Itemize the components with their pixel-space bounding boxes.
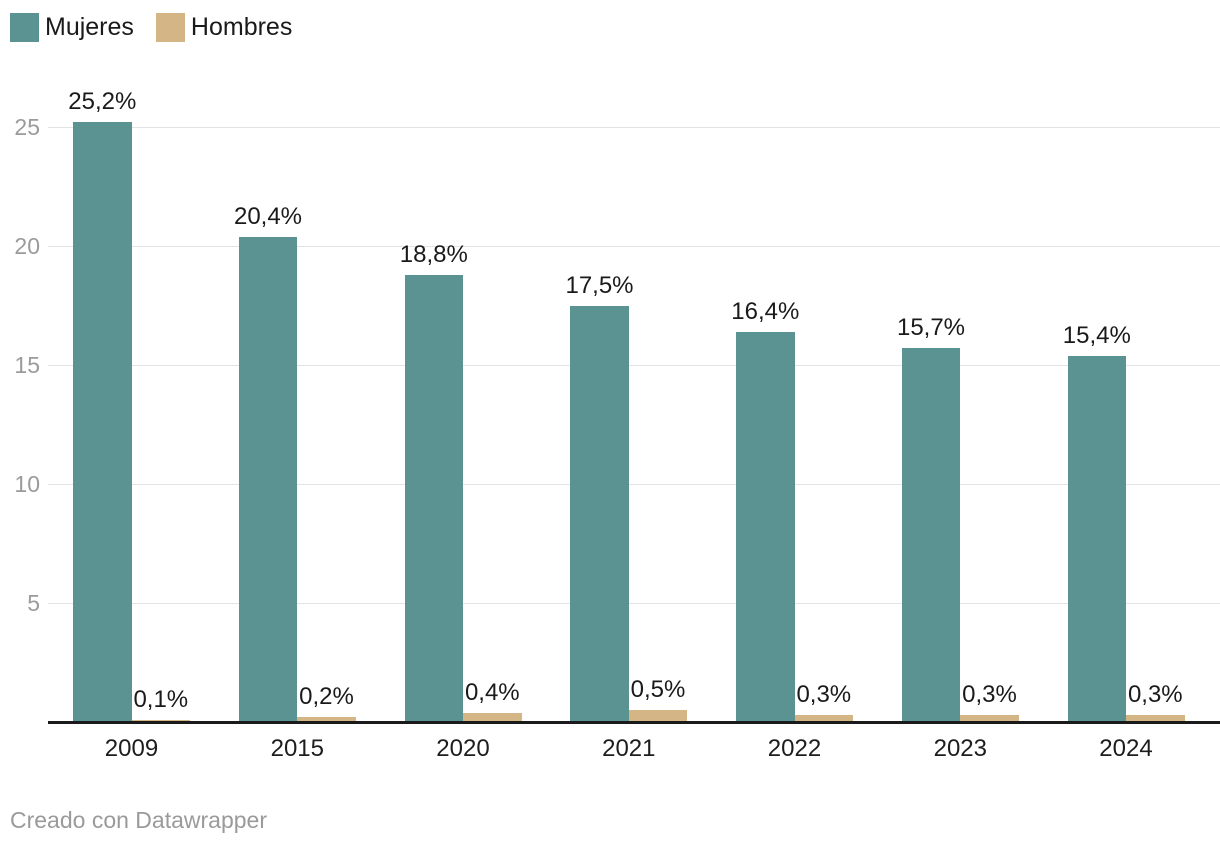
y-tick-label-10: 10	[14, 471, 40, 497]
x-axis-label-2021: 2021	[602, 735, 656, 762]
y-tick-label-20: 20	[14, 233, 40, 259]
gridline-25	[48, 127, 1220, 128]
gridline-5	[48, 603, 1220, 604]
value-label-mujeres-2015: 20,4%	[233, 202, 303, 230]
y-tick-label-25: 25	[14, 114, 40, 140]
value-label-hombres-2024: 0,3%	[1127, 680, 1183, 708]
value-label-hombres-2022: 0,3%	[796, 680, 852, 708]
bar-hombres-2023	[960, 714, 1019, 722]
x-axis-label-2022: 2022	[767, 735, 822, 762]
value-label-mujeres-2023: 15,7%	[896, 314, 966, 342]
x-axis-label-2020: 2020	[436, 735, 490, 762]
attribution-text: Creado con Datawrapper	[10, 807, 267, 833]
value-label-hombres-2023: 0,3%	[962, 680, 1017, 708]
value-label-hombres-2021: 0,5%	[630, 676, 686, 704]
bar-mujeres-2024	[1067, 355, 1126, 722]
value-label-mujeres-2020: 18,8%	[399, 240, 468, 268]
gridline-15	[48, 365, 1220, 366]
x-axis-label-2023: 2023	[933, 735, 987, 762]
y-tick-label-15: 15	[14, 352, 40, 378]
bar-hombres-2021	[628, 710, 688, 722]
bar-mujeres-2009	[73, 122, 132, 722]
x-axis-label-2015: 2015	[270, 735, 324, 762]
legend-label-hombres: Hombres	[190, 13, 293, 41]
bar-hombres-2020	[463, 712, 522, 722]
legend: Mujeres Hombres	[10, 13, 314, 42]
legend-item-hombres: Hombres	[155, 13, 293, 42]
bar-hombres-2015	[297, 717, 356, 722]
value-label-mujeres-2009: 25,2%	[68, 88, 137, 116]
bar-hombres-2022	[794, 714, 853, 722]
gridline-20	[48, 246, 1220, 247]
x-axis-label-2024: 2024	[1099, 735, 1153, 762]
y-tick-label-5: 5	[27, 590, 40, 616]
legend-swatch-mujeres	[10, 13, 39, 42]
bar-hombres-2024	[1126, 714, 1185, 722]
bar-mujeres-2022	[736, 331, 795, 722]
x-axis-baseline	[48, 721, 1220, 724]
bar-mujeres-2023	[901, 348, 961, 722]
legend-item-mujeres: Mujeres	[10, 13, 134, 42]
gridline-10	[48, 484, 1220, 485]
value-label-hombres-2020: 0,4%	[464, 678, 520, 706]
bar-mujeres-2021	[570, 305, 629, 722]
legend-label-mujeres: Mujeres	[45, 13, 134, 41]
legend-swatch-hombres	[155, 13, 185, 42]
value-label-mujeres-2021: 17,5%	[565, 271, 634, 299]
bar-mujeres-2020	[404, 274, 463, 722]
value-label-mujeres-2022: 16,4%	[731, 297, 800, 325]
bar-mujeres-2015	[238, 236, 298, 722]
value-label-hombres-2009: 0,1%	[133, 685, 189, 713]
value-label-hombres-2015: 0,2%	[299, 683, 354, 711]
x-axis-label-2009: 2009	[104, 735, 159, 762]
value-label-mujeres-2024: 15,4%	[1062, 321, 1131, 349]
bar-hombres-2009	[131, 719, 190, 722]
